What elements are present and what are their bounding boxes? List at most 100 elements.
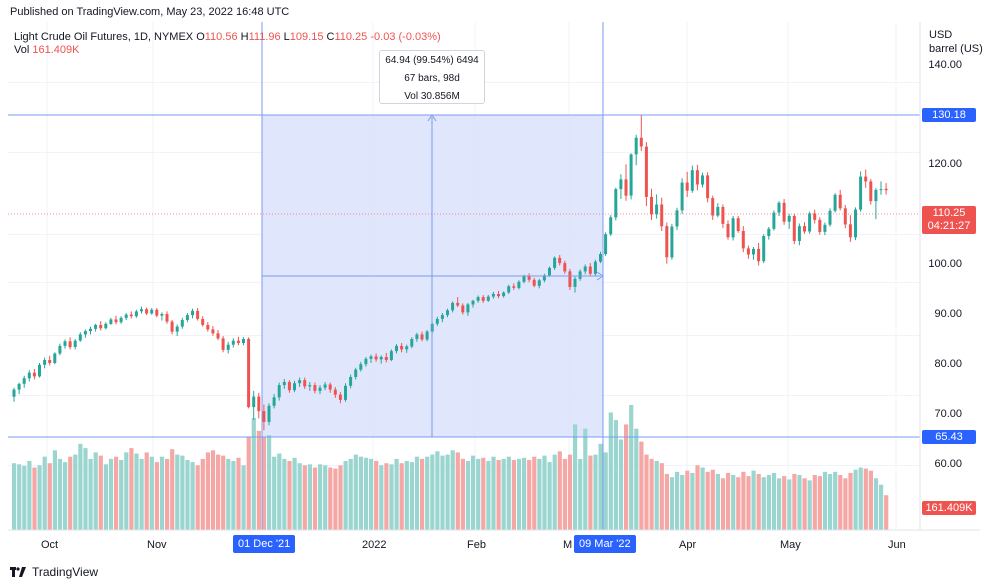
time-tick: May bbox=[780, 539, 801, 551]
volume-bar bbox=[282, 458, 287, 530]
candle-body bbox=[328, 384, 332, 390]
candle-body bbox=[716, 207, 720, 216]
candle-body bbox=[17, 383, 21, 390]
upper-price-tag: 130.18 bbox=[922, 108, 976, 122]
volume-bar bbox=[267, 435, 272, 530]
time-tick: Apr bbox=[679, 539, 697, 551]
candle-body bbox=[721, 207, 725, 224]
candle-body bbox=[333, 389, 337, 395]
volume-bar bbox=[287, 461, 292, 530]
volume-bar bbox=[318, 464, 323, 530]
candle-body bbox=[548, 267, 551, 276]
candle-body bbox=[155, 309, 159, 316]
volume-bar bbox=[715, 474, 720, 530]
candle-body bbox=[43, 360, 47, 365]
candle-body bbox=[752, 248, 755, 255]
volume-bar bbox=[302, 465, 307, 530]
candle-body bbox=[272, 397, 276, 406]
volume-bar bbox=[624, 424, 629, 530]
candle-body bbox=[323, 384, 327, 388]
volume-bar bbox=[680, 475, 685, 530]
close-label: C bbox=[326, 31, 335, 43]
symbol-legend[interactable]: Light Crude Oil Futures, 1D, NYMEX O110.… bbox=[14, 31, 441, 43]
candle-body bbox=[226, 344, 230, 350]
countdown-timer: 04:21:27 bbox=[927, 220, 971, 232]
volume-bar bbox=[399, 463, 404, 530]
candle-body bbox=[690, 170, 694, 191]
candle-body bbox=[461, 305, 465, 313]
candle-body bbox=[818, 219, 822, 232]
last-price-tag: 110.25 04:21:27 bbox=[922, 206, 976, 234]
volume-bar bbox=[817, 476, 822, 530]
symbol-name[interactable]: Light Crude Oil Futures, 1D, NYMEX bbox=[14, 31, 194, 43]
volume-bar bbox=[460, 458, 465, 530]
candle-body bbox=[859, 176, 863, 210]
candle-body bbox=[767, 228, 771, 236]
volume-bar bbox=[57, 458, 63, 530]
volume-bars bbox=[12, 405, 889, 530]
volume-bar bbox=[731, 475, 736, 530]
volume-bar bbox=[710, 469, 715, 530]
volume-bar bbox=[751, 470, 756, 530]
candle-body bbox=[762, 236, 766, 262]
volume-bar bbox=[491, 456, 496, 530]
candle-body bbox=[216, 333, 220, 339]
volume-bar bbox=[63, 462, 68, 530]
volume-bar bbox=[516, 458, 522, 530]
candle-body bbox=[201, 318, 205, 325]
volume-bar bbox=[363, 457, 369, 530]
volume-bar bbox=[603, 452, 608, 530]
volume-bar bbox=[389, 464, 394, 530]
volume-bar bbox=[700, 467, 705, 530]
volume-bar bbox=[241, 465, 246, 530]
volume-bar bbox=[414, 456, 420, 530]
volume-bar bbox=[695, 465, 700, 530]
candle-body bbox=[746, 248, 750, 255]
volume-bar bbox=[12, 463, 17, 530]
candle-body bbox=[247, 339, 251, 408]
candle-body bbox=[440, 315, 444, 319]
candle-body bbox=[864, 176, 868, 182]
volume-bar bbox=[297, 463, 302, 530]
brand-name: TradingView bbox=[32, 565, 99, 579]
candle-body bbox=[425, 331, 429, 340]
candle-body bbox=[456, 302, 460, 306]
candle-body bbox=[191, 310, 194, 316]
volume-bar bbox=[644, 454, 649, 530]
tradingview-brand[interactable]: TradingView bbox=[10, 565, 98, 579]
volume-bar bbox=[17, 464, 22, 530]
volume-bar bbox=[873, 478, 879, 530]
candle-body bbox=[757, 248, 761, 262]
candle-body bbox=[435, 318, 439, 324]
candle-body bbox=[38, 364, 41, 377]
volume-legend[interactable]: Vol 161.409K bbox=[14, 44, 79, 56]
volume-bar bbox=[68, 456, 73, 530]
volume-bar bbox=[669, 477, 675, 530]
volume-bar bbox=[73, 454, 78, 530]
candle-body bbox=[231, 340, 235, 345]
volume-bar bbox=[787, 479, 792, 530]
candle-body bbox=[583, 266, 587, 272]
volume-bar bbox=[292, 457, 297, 530]
volume-bar bbox=[705, 471, 710, 530]
volume-bar bbox=[532, 456, 537, 530]
volume-bar bbox=[629, 405, 634, 530]
candle-body bbox=[104, 323, 108, 329]
volume-bar bbox=[562, 458, 567, 530]
candle-body bbox=[257, 396, 261, 412]
unit-currency: USD bbox=[929, 29, 953, 41]
volume-bar bbox=[761, 477, 766, 530]
volume-bar bbox=[445, 454, 450, 530]
high-label: H bbox=[240, 31, 249, 43]
candle-body bbox=[879, 189, 883, 191]
price-tick: 100.00 bbox=[928, 258, 962, 270]
candle-body bbox=[680, 182, 684, 211]
candle-body bbox=[629, 154, 633, 196]
candle-body bbox=[512, 286, 516, 288]
volume-bar bbox=[736, 477, 741, 530]
candle-body bbox=[379, 357, 383, 360]
volume-bar bbox=[83, 448, 88, 530]
candle-body bbox=[27, 372, 31, 379]
volume-bar bbox=[547, 462, 552, 530]
